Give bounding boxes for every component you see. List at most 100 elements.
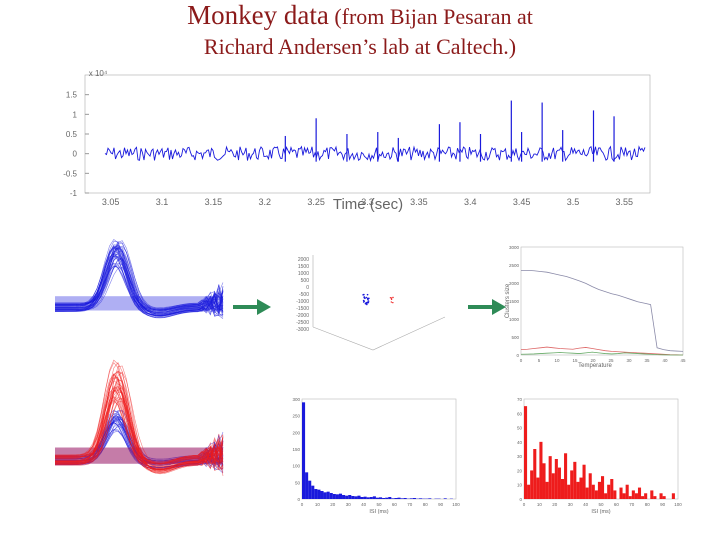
raw-x-label: Time (sec) <box>333 196 403 213</box>
temp-series-line <box>520 346 684 356</box>
isi-bar <box>533 449 537 499</box>
isi-bar <box>379 497 383 499</box>
isi-ytick-label: 0 <box>519 497 522 502</box>
isi-bar <box>428 498 432 499</box>
f3d-tick-label: 500 <box>301 278 310 284</box>
isi-ytick-label: 0 <box>297 497 300 502</box>
isi-bar <box>551 473 555 499</box>
isi-bar <box>311 485 315 499</box>
isi-ytick-label: 250 <box>292 414 300 419</box>
raw-y-exponent: x 10⁴ <box>89 69 108 78</box>
isi-bar <box>372 496 376 499</box>
f3d-point <box>365 302 368 305</box>
isi-bar <box>622 493 626 499</box>
f3d-tick-label: -3000 <box>296 327 309 333</box>
isi-bar <box>351 496 355 499</box>
waveform-trace <box>54 362 224 470</box>
raw-ytick-label: 1.5 <box>66 91 78 100</box>
isi-bar <box>335 494 339 499</box>
waveform-band <box>55 447 223 464</box>
isi-bar <box>548 456 552 499</box>
raw-xtick-label: 3.5 <box>567 197 580 207</box>
isi-bar <box>338 493 343 499</box>
isi-bar <box>400 498 404 499</box>
isi-bar <box>443 498 447 499</box>
isi-xtick-label: 60 <box>392 502 398 507</box>
feature-space-3d-plot: 2000150010005000-500-1000-1500-2000-2500… <box>296 255 446 351</box>
isi-xtick-label: 50 <box>376 502 382 507</box>
temp-frame <box>520 246 684 356</box>
isi-bar <box>634 493 638 499</box>
isi-ytick-label: 300 <box>292 397 300 402</box>
isi-bar <box>329 493 333 499</box>
waveforms-red-blue-plot <box>54 359 224 476</box>
raw-xtick-label: 3.15 <box>205 197 223 207</box>
temp-xtick-label: 40 <box>662 358 668 363</box>
isi-xtick-label: 0 <box>301 502 304 507</box>
f3d-point <box>390 297 393 299</box>
isi-bar <box>637 487 642 499</box>
waveform-band <box>55 296 223 311</box>
temp-ytick-label: 2000 <box>509 281 520 286</box>
isi-xtick-label: 20 <box>330 502 336 507</box>
isi-x-label: ISI (ms) <box>369 509 388 515</box>
f3d-point <box>363 300 366 303</box>
isi-bar <box>375 497 379 499</box>
waveform-trace <box>54 389 224 463</box>
temperature-clusters-chart: 3000 2500 2000 1500 1000 500 00 5 10 15 20 25 30 35 40… <box>505 245 686 369</box>
isi-bar <box>305 472 309 499</box>
isi-bar <box>527 484 531 499</box>
isi-ytick-label: 50 <box>517 426 523 431</box>
isi-bar <box>557 467 561 499</box>
temp-xtick-label: 10 <box>554 358 560 363</box>
isi-histogram-blue: 300 250 200 150 100 50 00 10 20 30 40 50 60 70 80 90 100… <box>292 397 460 515</box>
temp-series-line <box>521 269 684 352</box>
raw-xtick-label: 3.05 <box>102 197 120 207</box>
f3d-point <box>366 293 369 296</box>
isi-xtick-label: 90 <box>660 502 666 507</box>
temp-ytick-label: 1500 <box>509 299 520 304</box>
isi-ytick-label: 50 <box>295 480 301 485</box>
isi-bar <box>348 495 352 499</box>
f3d-tick-label: 2000 <box>298 257 309 263</box>
raw-xtick-label: 3.2 <box>259 197 272 207</box>
isi-bar <box>317 489 321 499</box>
raw-xtick-label: 3.3 <box>361 197 374 207</box>
isi-bar <box>302 402 306 499</box>
isi-bar <box>360 497 364 499</box>
isi-xtick-label: 50 <box>598 502 604 507</box>
isi-bar <box>585 487 589 499</box>
isi-bar <box>403 498 407 499</box>
isi-bar <box>308 480 312 499</box>
raw-xtick-label: 3.35 <box>410 197 428 207</box>
isi-xtick-label: 30 <box>568 502 574 507</box>
isi-ytick-label: 70 <box>517 397 523 402</box>
isi-xtick-label: 70 <box>629 502 635 507</box>
isi-bar <box>576 481 580 499</box>
raw-ytick-label: -1 <box>70 189 78 198</box>
isi-xtick-label: 40 <box>361 502 367 507</box>
isi-bar <box>332 494 336 499</box>
isi-bar <box>382 498 386 499</box>
temp-xtick-label: 45 <box>680 358 686 363</box>
isi-bar <box>613 490 617 499</box>
f3d-point <box>389 297 392 299</box>
isi-xtick-label: 80 <box>645 502 651 507</box>
waveform-trace <box>54 242 224 316</box>
isi-ytick-label: 60 <box>517 411 523 416</box>
isi-bar <box>314 489 318 499</box>
waveform-trace <box>54 245 224 309</box>
isi-bar <box>650 490 654 499</box>
isi-bar <box>391 498 395 499</box>
isi-xtick-label: 80 <box>423 502 429 507</box>
title-main: Monkey data <box>187 0 329 30</box>
isi-bar <box>625 484 629 499</box>
isi-ytick-label: 10 <box>517 483 523 488</box>
isi-frame <box>301 398 457 500</box>
isi-xtick-label: 30 <box>346 502 352 507</box>
isi-bar <box>588 473 592 499</box>
isi-ytick-label: 100 <box>292 464 300 469</box>
isi-ytick-label: 30 <box>517 454 523 459</box>
isi-xtick-label: 60 <box>614 502 620 507</box>
temp-xtick-label: 5 <box>538 358 541 363</box>
